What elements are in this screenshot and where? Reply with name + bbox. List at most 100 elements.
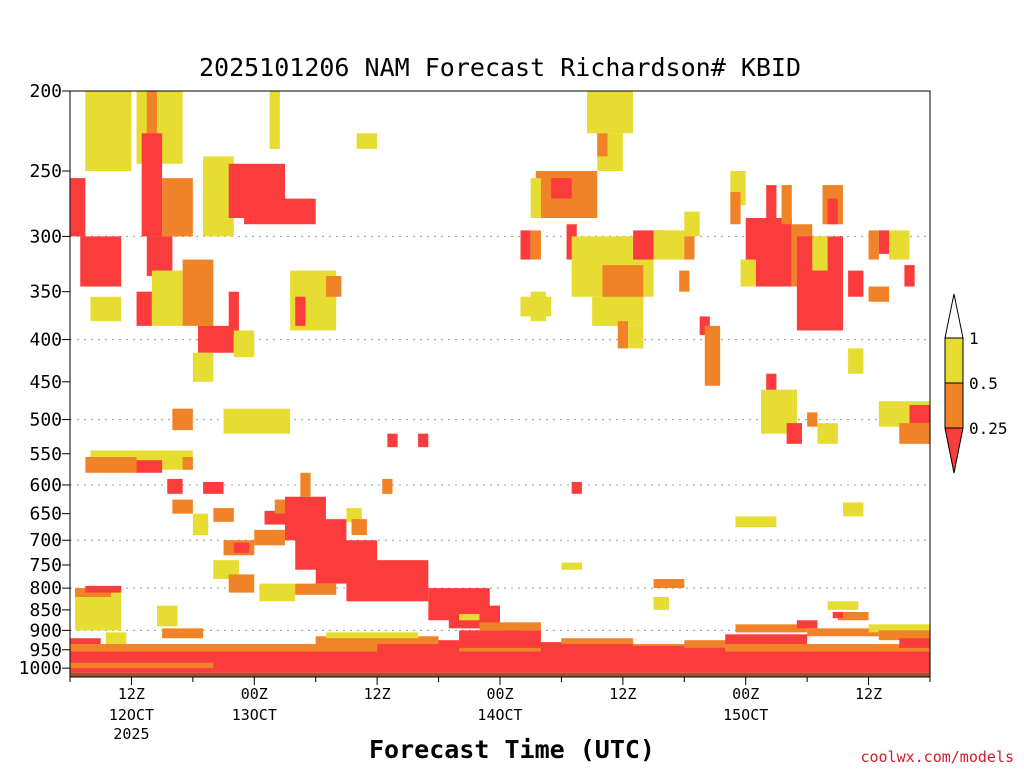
ri-cell-85 (172, 499, 193, 514)
ri-cell-50 (679, 270, 690, 292)
ri-cell-27 (85, 457, 137, 473)
ri-cell-136 (832, 611, 843, 619)
ri-cell-12 (80, 236, 122, 287)
ri-cell-71 (868, 286, 890, 302)
ri-cell-98 (346, 560, 429, 602)
ri-cell-37 (587, 91, 634, 134)
ri-cell-59 (766, 185, 777, 225)
ground-layer (70, 672, 930, 677)
ri-cell-41 (530, 230, 541, 260)
ri-cell-111 (157, 605, 178, 627)
ri-cell-0 (85, 91, 132, 172)
ri-cell-82 (842, 502, 864, 517)
ri-cell-53 (699, 316, 710, 336)
y-tick-label-700: 700 (29, 530, 62, 551)
y-axis: 200 250 300 350 400 450 500 550 600 650 700 7508008… (19, 81, 70, 679)
ri-cell-11 (356, 133, 378, 149)
ri-cell-138 (653, 596, 669, 610)
ri-cell-92 (264, 510, 285, 525)
y-tick-label-650: 650 (29, 504, 62, 525)
legend-swatch-0.5-1 (944, 337, 964, 384)
ri-cell-54 (704, 325, 721, 386)
ri-cell-125 (633, 645, 726, 656)
ri-cell-45 (592, 296, 644, 326)
x-tick-date-0: 12OCT (109, 706, 154, 724)
x-tick-time-3: 00Z (486, 685, 513, 703)
ri-cell-87 (213, 508, 234, 522)
ri-cell-119 (315, 636, 439, 645)
y-tick-label-750: 750 (29, 555, 62, 576)
x-tick-time-6: 12Z (855, 685, 882, 703)
ri-cell-80 (848, 348, 864, 374)
ri-cell-19 (228, 291, 239, 336)
ri-cell-48 (684, 230, 695, 260)
x-tick-time-2: 12Z (364, 685, 391, 703)
ri-cell-112 (162, 628, 204, 639)
ri-cell-33 (520, 296, 552, 317)
ri-cell-31 (418, 433, 429, 448)
ri-cell-10 (269, 91, 280, 149)
ri-cell-139 (459, 614, 480, 621)
ri-cell-17 (197, 325, 234, 353)
y-tick-label-200: 200 (29, 81, 62, 102)
ri-cell-91 (254, 529, 285, 546)
y-tick-label-450: 450 (29, 372, 62, 393)
ri-cell-124 (561, 638, 634, 645)
y-tick-label-250: 250 (29, 161, 62, 182)
x-tick-year-0: 2025 (113, 725, 149, 743)
ri-cell-44 (602, 265, 644, 302)
ri-cell-36 (551, 178, 572, 199)
legend-swatch-lt0.25 (944, 427, 964, 474)
ri-cell-90 (233, 542, 250, 553)
ri-cell-133 (899, 638, 930, 648)
ri-cell-140 (561, 562, 582, 570)
y-tick-label-400: 400 (29, 330, 62, 351)
ri-cell-102 (346, 508, 362, 522)
legend-label-1: 0.5 (969, 374, 998, 393)
y-tick-label-600: 600 (29, 475, 62, 496)
ri-cell-74 (786, 423, 803, 444)
ri-cell-106 (259, 583, 296, 602)
ri-cell-68 (868, 230, 879, 260)
x-tick-time-1: 00Z (241, 685, 268, 703)
y-tick-label-1000: 1000 (19, 658, 62, 679)
legend-swatch-0.25-0.5 (944, 382, 964, 429)
ri-cell-135 (837, 611, 869, 621)
ri-cell-76 (817, 423, 838, 444)
x-tick-time-0: 12Z (118, 685, 145, 703)
x-tick-time-5: 00Z (732, 685, 759, 703)
ri-cell-70 (904, 265, 915, 287)
y-tick-label-300: 300 (29, 226, 62, 247)
ri-cell-14 (136, 291, 152, 326)
ri-cell-122 (479, 622, 541, 631)
ri-cell-132 (878, 630, 930, 641)
ri-cell-81 (735, 516, 777, 528)
y-tick-label-800: 800 (29, 578, 62, 599)
ri-cell-64 (827, 198, 838, 225)
ri-cell-25 (172, 408, 193, 431)
ri-cell-3 (146, 91, 158, 134)
x-tick-time-4: 12Z (609, 685, 636, 703)
ri-cell-123 (540, 642, 634, 654)
ri-cell-115 (70, 644, 930, 656)
colorbar-legend: 1 0.5 0.25 (944, 293, 1008, 474)
ri-cell-65 (812, 236, 828, 271)
ri-cell-134 (827, 601, 859, 610)
ri-cells (70, 91, 930, 673)
x-tick-date-3: 14OCT (477, 706, 522, 724)
ri-cell-137 (653, 579, 685, 589)
ri-cell-56 (730, 191, 741, 225)
credit-text: coolwx.com/models (860, 748, 1014, 766)
ri-cell-1 (70, 178, 86, 237)
ri-cell-131 (868, 624, 930, 633)
ri-cell-75 (807, 412, 818, 427)
x-tick-date-5: 15OCT (723, 706, 768, 724)
ri-cell-113 (105, 632, 127, 645)
x-tick-date-1: 13OCT (232, 706, 277, 724)
ri-cell-60 (781, 185, 792, 225)
ri-cell-42 (566, 224, 577, 260)
ri-cell-24 (223, 408, 291, 434)
